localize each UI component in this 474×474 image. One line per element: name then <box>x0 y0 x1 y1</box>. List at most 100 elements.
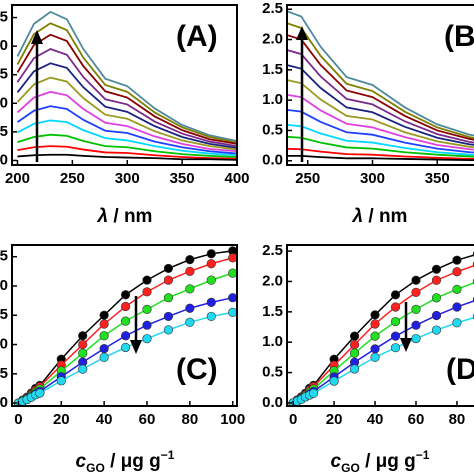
marker <box>452 267 462 277</box>
marker <box>452 255 462 265</box>
arrow-head <box>400 338 412 352</box>
panel-label: (B) <box>444 20 474 53</box>
marker <box>206 275 216 285</box>
arrows <box>31 26 412 354</box>
marker <box>452 284 462 294</box>
y-tick-label: 0.5 <box>0 123 8 140</box>
marker <box>452 318 462 328</box>
marker <box>431 293 442 303</box>
x-tick-label: 20 <box>326 411 343 428</box>
marker <box>390 331 401 341</box>
axis-symbol: λ <box>352 206 364 227</box>
marker <box>185 303 195 313</box>
marker <box>228 307 237 317</box>
marker <box>228 268 237 278</box>
marker <box>349 331 360 341</box>
marker <box>349 364 360 374</box>
marker <box>99 310 109 320</box>
marker <box>78 339 88 350</box>
x-tick-label: 400 <box>224 170 249 187</box>
x-tick-label: 300 <box>115 170 140 187</box>
axis-symbol: c <box>76 451 87 472</box>
marker <box>206 249 216 259</box>
x-tick-label: 0 <box>14 411 22 428</box>
y-tick-label: 2.0 <box>0 37 8 54</box>
series-line <box>287 79 474 149</box>
marker <box>120 316 131 326</box>
marker <box>228 253 237 263</box>
marker <box>329 376 339 386</box>
marker <box>431 275 442 285</box>
plot-frame <box>286 4 474 166</box>
plot-area <box>287 10 474 162</box>
marker <box>370 310 380 320</box>
y-tick-label: 1.0 <box>262 91 283 108</box>
marker <box>99 331 109 341</box>
marker <box>390 302 401 312</box>
arrow-head <box>296 26 308 40</box>
marker <box>390 343 401 353</box>
y-tick-label: 2.5 <box>262 0 283 17</box>
x-axis-label: cGO / μg g−1 <box>76 448 175 474</box>
marker <box>120 342 131 353</box>
y-tick-label: 2.5 <box>262 242 283 259</box>
series-line <box>287 64 474 146</box>
axis-symbol: λ <box>97 206 109 227</box>
x-tick-label: 20 <box>53 411 70 428</box>
marker <box>99 319 109 329</box>
marker <box>370 331 380 341</box>
marker <box>142 320 152 330</box>
marker <box>185 255 195 265</box>
arrow-head <box>130 340 142 354</box>
marker <box>206 297 216 307</box>
y-tick-label: 0.0 <box>262 152 283 169</box>
x-axis-label: cGO / μg g−1 <box>331 448 430 474</box>
y-tick-label: 1.0 <box>0 335 8 352</box>
marker <box>228 293 237 303</box>
x-tick-label: 40 <box>367 411 384 428</box>
series-line <box>17 145 237 160</box>
series-line <box>287 93 474 151</box>
x-tick-label: 250 <box>60 170 85 187</box>
marker <box>185 266 195 276</box>
plot-frame <box>11 4 238 166</box>
marker <box>56 376 66 386</box>
x-tick-label: 80 <box>182 411 199 428</box>
series-line <box>16 33 237 145</box>
marker <box>349 348 360 358</box>
series-line <box>17 153 237 161</box>
marker <box>370 352 380 362</box>
series-line <box>16 62 237 149</box>
arrow-head <box>31 30 43 44</box>
marker <box>411 333 421 344</box>
series-line <box>16 22 237 144</box>
marker <box>431 310 442 321</box>
x-tick-label: 80 <box>449 411 466 428</box>
x-tick-label: 60 <box>139 411 156 428</box>
x-tick-label: 300 <box>360 170 385 187</box>
marker <box>163 263 174 274</box>
series-line <box>287 22 474 139</box>
marker <box>120 290 131 300</box>
marker <box>163 293 174 303</box>
axis-superscript: −1 <box>416 448 430 462</box>
marker <box>142 334 152 344</box>
series-line <box>287 123 474 156</box>
x-tick-label: 200 <box>5 170 30 187</box>
y-tick-label: 2.5 <box>0 9 8 26</box>
marker <box>206 311 216 322</box>
plot-frame <box>286 244 474 407</box>
marker <box>309 388 319 398</box>
marker <box>185 284 195 294</box>
y-tick-label: 0.0 <box>262 394 283 411</box>
axis-unit: / nm <box>363 206 407 227</box>
series-line <box>292 300 474 404</box>
x-tick-label: 0 <box>289 411 297 428</box>
marker <box>411 287 421 297</box>
marker <box>99 344 109 354</box>
plot-area <box>16 10 237 161</box>
y-tick-label: 1.5 <box>0 66 8 83</box>
marker <box>370 344 380 354</box>
y-tick-label: 0.0 <box>0 394 8 411</box>
